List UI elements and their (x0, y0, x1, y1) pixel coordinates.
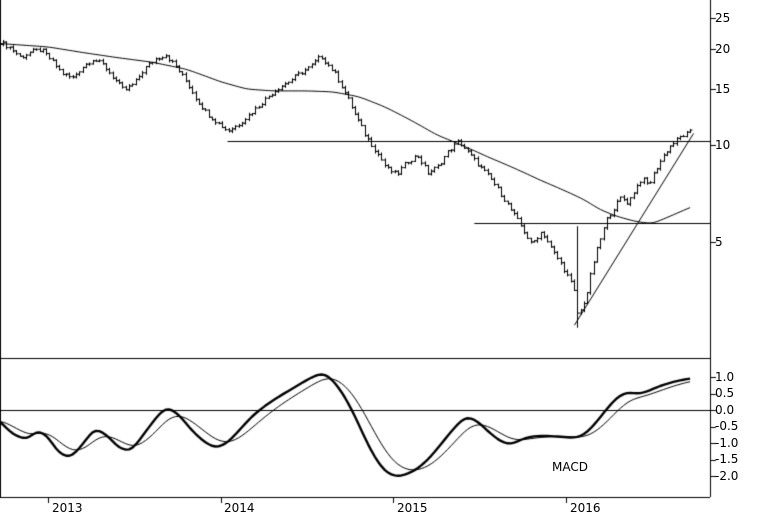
price-axis-tick-label: 15 (715, 82, 731, 96)
x-axis-year-label: 2015 (397, 501, 428, 515)
macd-axis-tick-label: 0.5 (715, 386, 735, 400)
price-axis-tick-label: 5 (715, 235, 723, 249)
x-axis-year-label: 2014 (224, 501, 255, 515)
macd-axis-tick-label: 0.0 (715, 403, 735, 417)
macd-axis-tick-label: -1.5 (715, 452, 739, 466)
macd-axis-tick-label: 1.0 (715, 370, 735, 384)
price-axis-tick-label: 20 (715, 42, 731, 56)
price-axis-tick-label: 25 (715, 11, 731, 25)
x-axis-year-label: 2016 (570, 501, 601, 515)
x-axis-year-label: 2013 (52, 501, 83, 515)
macd-axis-tick-label: -1.0 (715, 436, 739, 450)
price-axis-tick-label: 10 (715, 138, 731, 152)
macd-panel-label: MACD (552, 460, 588, 474)
macd-axis-tick-label: -2.0 (715, 469, 739, 483)
macd-axis-tick-label: -0.5 (715, 419, 739, 433)
